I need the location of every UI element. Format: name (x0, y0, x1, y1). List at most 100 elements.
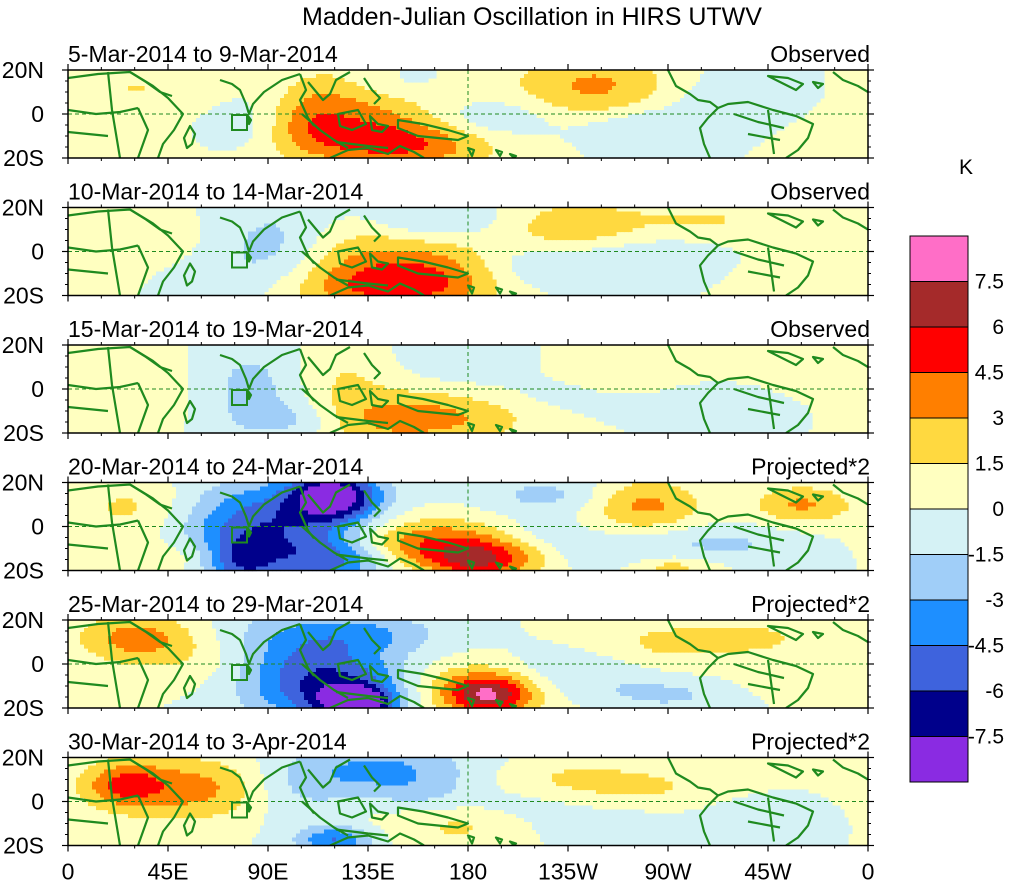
field-cell (632, 78, 637, 83)
field-cell (400, 106, 405, 111)
field-cell (304, 126, 309, 131)
field-cell (340, 259, 345, 265)
field-cell (464, 349, 469, 354)
field-cell (200, 283, 205, 289)
field-cell (636, 223, 641, 229)
field-cell (396, 275, 401, 281)
field-cell (224, 215, 229, 221)
field-cell (204, 255, 209, 261)
field-cell (552, 90, 557, 95)
field-cell (600, 279, 605, 285)
field-cell (244, 357, 249, 362)
field-cell (624, 82, 629, 87)
field-cell (416, 345, 421, 350)
field-cell (656, 291, 661, 297)
field-cell (424, 291, 429, 297)
field-cell (236, 207, 241, 213)
field-cell (604, 142, 609, 147)
field-cell (648, 247, 653, 253)
field-cell (516, 263, 521, 269)
field-cell (228, 267, 233, 273)
field-cell (248, 279, 253, 285)
field-cell (596, 106, 601, 111)
field-cell (576, 271, 581, 277)
field-cell (260, 271, 265, 277)
field-cell (676, 271, 681, 277)
field-cell (256, 353, 261, 358)
field-cell (604, 287, 609, 293)
field-cell (368, 150, 373, 155)
field-cell (292, 130, 297, 135)
field-cell (544, 90, 549, 95)
field-cell (232, 130, 237, 135)
field-cell (236, 102, 241, 107)
field-cell (232, 102, 237, 107)
field-cell (548, 70, 553, 75)
field-cell (464, 114, 469, 119)
field-cell (324, 291, 329, 297)
field-cell (628, 86, 633, 91)
field-cell (716, 263, 721, 269)
field-cell (308, 154, 313, 159)
field-cell (596, 142, 601, 147)
field-cell (492, 207, 497, 213)
field-cell (240, 255, 245, 261)
field-cell (416, 275, 421, 281)
field-cell (668, 239, 673, 245)
field-cell (680, 283, 685, 289)
field-cell (428, 263, 433, 269)
field-cell (464, 215, 469, 221)
field-cell (764, 98, 769, 103)
field-cell (652, 271, 657, 277)
field-cell (652, 219, 657, 225)
field-cell (480, 353, 485, 358)
field-cell (384, 271, 389, 277)
field-cell (600, 74, 605, 79)
field-cell (708, 134, 713, 139)
field-cell (380, 94, 385, 99)
field-cell (708, 70, 713, 75)
field-cell (220, 106, 225, 111)
field-cell (644, 82, 649, 87)
field-cell (592, 142, 597, 147)
field-cell (680, 106, 685, 111)
field-cell (536, 357, 541, 362)
field-cell (208, 142, 213, 147)
field-cell (536, 263, 541, 269)
field-cell (640, 94, 645, 99)
field-cell (192, 126, 197, 131)
field-cell (336, 211, 341, 217)
field-cell (680, 255, 685, 261)
field-cell (592, 247, 597, 253)
field-cell (664, 146, 669, 151)
field-cell (552, 227, 557, 233)
field-cell (708, 122, 713, 127)
field-cell (716, 255, 721, 261)
field-cell (328, 154, 333, 159)
field-cell (328, 142, 333, 147)
field-cell (756, 118, 761, 123)
field-cell (320, 263, 325, 269)
field-cell (612, 251, 617, 257)
field-cell (200, 361, 205, 366)
field-cell (596, 263, 601, 269)
field-cell (744, 138, 749, 143)
field-cell (320, 219, 325, 225)
field-cell (384, 102, 389, 107)
field-cell (684, 110, 689, 115)
field-cell (392, 98, 397, 103)
field-cell (244, 283, 249, 289)
field-cell (556, 235, 561, 241)
field-cell (776, 86, 781, 91)
field-cell (288, 251, 293, 257)
field-cell (352, 102, 357, 107)
field-cell (384, 94, 389, 99)
field-cell (600, 70, 605, 75)
field-cell (448, 349, 453, 354)
field-cell (304, 102, 309, 107)
field-cell (720, 106, 725, 111)
field-cell (432, 70, 437, 75)
field-cell (452, 134, 457, 139)
field-cell (208, 263, 213, 269)
field-cell (492, 118, 497, 123)
